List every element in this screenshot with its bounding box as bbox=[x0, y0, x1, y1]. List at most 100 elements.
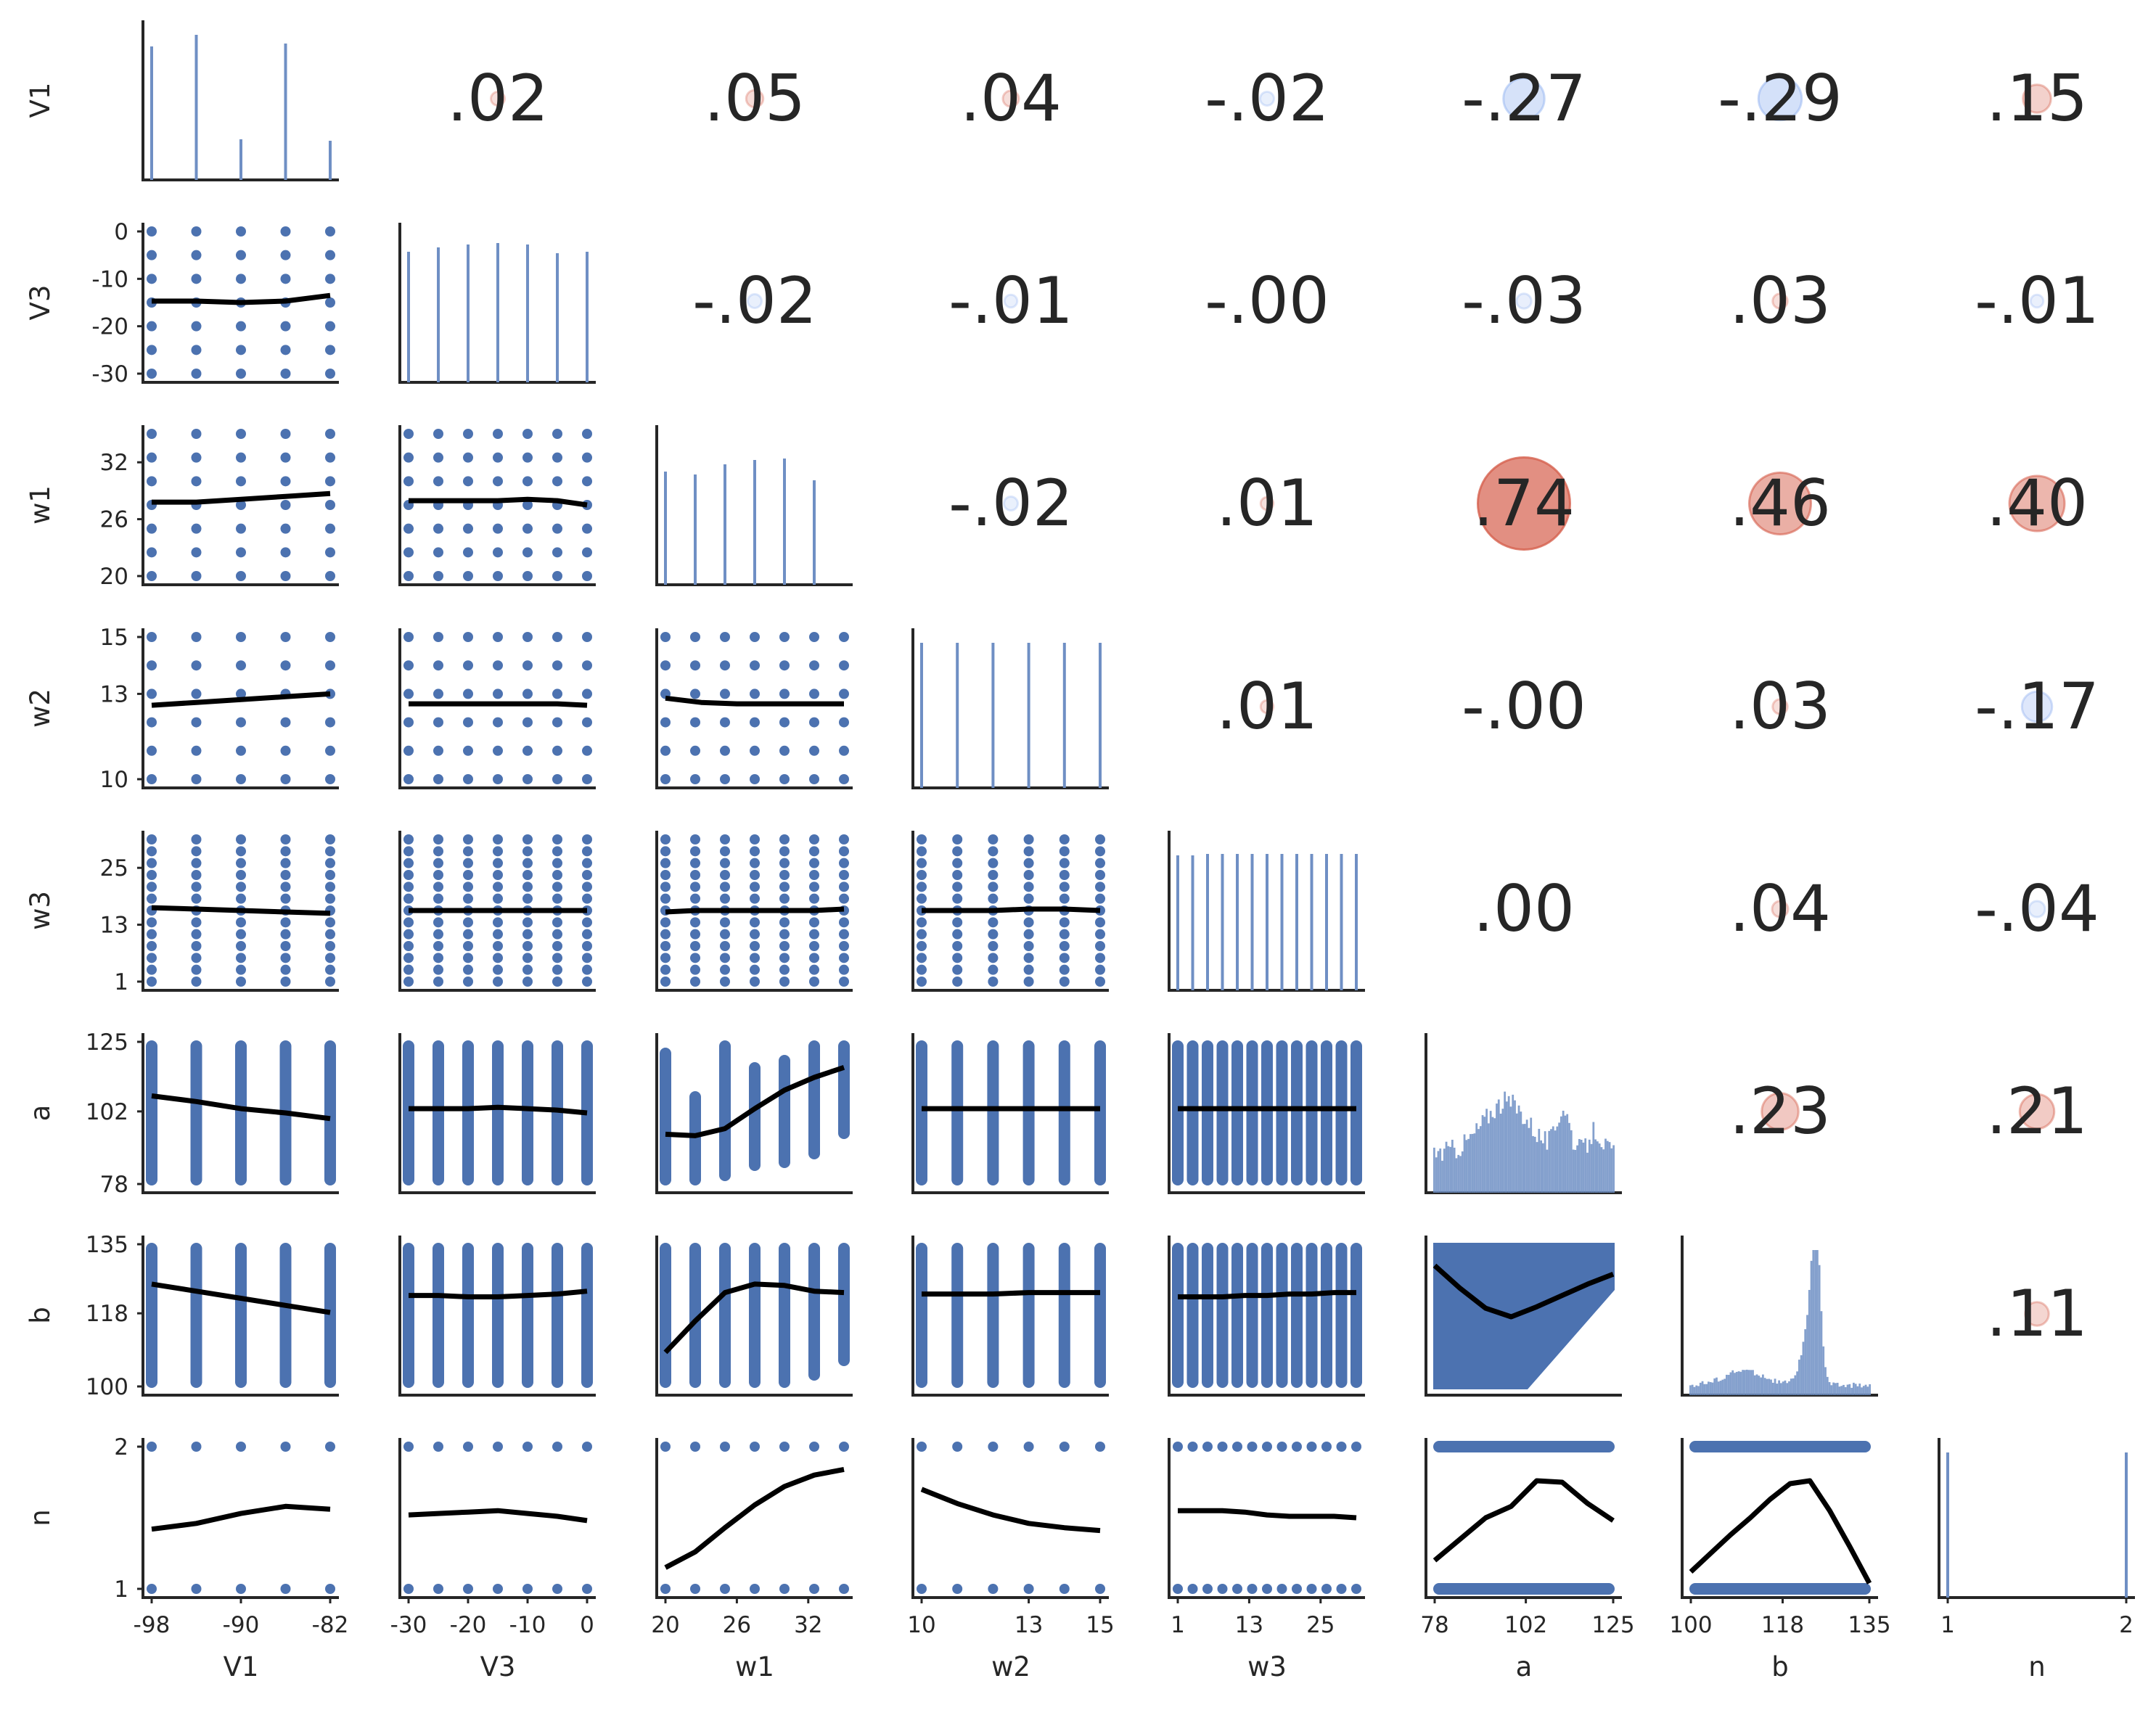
point-w3-w2 bbox=[952, 929, 963, 940]
point-w2-V3 bbox=[493, 745, 503, 756]
point-w2-w1 bbox=[720, 632, 730, 642]
point-w3-V1 bbox=[191, 834, 202, 844]
point-w3-w2 bbox=[1023, 964, 1034, 975]
trend-line-b-w2 bbox=[922, 1290, 1100, 1297]
point-w3-V3 bbox=[493, 846, 503, 857]
point-n-w1 bbox=[660, 1584, 671, 1594]
point-w1-V3 bbox=[463, 452, 473, 463]
hist-bar-a bbox=[1566, 1114, 1569, 1193]
point-w3-V1 bbox=[280, 858, 291, 868]
y-tick-label-w3: 25 bbox=[100, 855, 128, 881]
point-w2-V3 bbox=[552, 745, 562, 756]
hist-bar-a bbox=[1602, 1149, 1605, 1193]
y-axis-label-n: n bbox=[25, 1509, 56, 1526]
hist-bar-a bbox=[1606, 1140, 1609, 1193]
y-axis-label-V1: V1 bbox=[25, 83, 56, 118]
point-V3-V1 bbox=[325, 369, 335, 379]
trend-line-b-V3 bbox=[409, 1288, 588, 1299]
point-V3-V1 bbox=[191, 321, 202, 332]
point-n-w2 bbox=[988, 1584, 999, 1594]
corr-bubble-w1-n bbox=[2008, 474, 2066, 533]
point-n-w1 bbox=[839, 1584, 849, 1594]
point-w3-w1 bbox=[750, 977, 760, 987]
point-w1-V3 bbox=[493, 429, 503, 439]
point-w3-w2 bbox=[917, 846, 927, 857]
point-w2-w1 bbox=[779, 717, 790, 728]
point-w3-V1 bbox=[147, 953, 157, 963]
y-tick-label-V3: -20 bbox=[91, 314, 128, 340]
point-w3-w1 bbox=[779, 977, 790, 987]
point-w3-V3 bbox=[582, 953, 592, 963]
point-w3-w1 bbox=[660, 953, 671, 963]
point-w1-V1 bbox=[325, 571, 335, 581]
hist-bar-b bbox=[1727, 1375, 1730, 1395]
point-V3-V1 bbox=[236, 321, 246, 332]
point-V3-V1 bbox=[325, 345, 335, 355]
hist-bar-a bbox=[1489, 1111, 1492, 1193]
scatter-b-w3 bbox=[1172, 1243, 1362, 1388]
hist-bar-a bbox=[1530, 1117, 1533, 1193]
hist-bar-a bbox=[1481, 1115, 1484, 1193]
point-band-b-w1 bbox=[779, 1243, 790, 1388]
point-w3-w1 bbox=[690, 917, 700, 928]
x-tick-label-w3: 25 bbox=[1306, 1612, 1335, 1638]
point-n-w3 bbox=[1351, 1442, 1361, 1452]
scatter-w3-V3 bbox=[403, 834, 592, 987]
point-w3-V3 bbox=[552, 870, 562, 880]
hist-bar-b bbox=[1774, 1378, 1776, 1395]
point-w3-V3 bbox=[433, 846, 443, 857]
x-tick-label-V3: -10 bbox=[509, 1612, 546, 1638]
axes-n-w3 bbox=[1168, 1438, 1365, 1599]
x-axis-label-b: b bbox=[1771, 1651, 1789, 1682]
point-w3-V3 bbox=[463, 858, 473, 868]
point-w3-V3 bbox=[403, 881, 414, 892]
point-w3-V3 bbox=[493, 964, 503, 975]
hist-bar-b bbox=[1862, 1386, 1865, 1395]
point-V3-V1 bbox=[147, 274, 157, 284]
point-w3-w1 bbox=[720, 964, 730, 975]
point-w2-V3 bbox=[403, 717, 414, 728]
hist-bar-b bbox=[1716, 1377, 1718, 1395]
hist-bar-a bbox=[1475, 1123, 1478, 1193]
point-w1-V3 bbox=[463, 476, 473, 487]
point-w3-w1 bbox=[809, 964, 819, 975]
point-band-b-w1 bbox=[660, 1243, 671, 1388]
trend-line-w2-V3 bbox=[409, 701, 588, 708]
hist-bar-V1 bbox=[284, 44, 287, 180]
point-w3-V1 bbox=[325, 846, 335, 857]
point-w2-V3 bbox=[522, 717, 533, 728]
hist-bar-a bbox=[1433, 1147, 1435, 1193]
axes-V3-V3 bbox=[398, 223, 596, 384]
hist-bar-a bbox=[1540, 1140, 1542, 1193]
point-V3-V1 bbox=[325, 226, 335, 237]
point-w3-w1 bbox=[720, 846, 730, 857]
point-w1-V3 bbox=[433, 476, 443, 487]
hist-bar-b bbox=[1780, 1383, 1782, 1395]
point-w1-V1 bbox=[325, 429, 335, 439]
point-band-b-V1 bbox=[146, 1243, 157, 1388]
point-band-b-w1 bbox=[719, 1243, 731, 1388]
corr-bubble-V1-n bbox=[2022, 83, 2052, 114]
point-w3-w1 bbox=[809, 870, 819, 880]
point-band-a-w3 bbox=[1306, 1040, 1318, 1185]
point-n-w3 bbox=[1232, 1584, 1242, 1594]
corr-label-V1-V3: .02 bbox=[447, 61, 549, 136]
point-w2-V1 bbox=[280, 774, 291, 784]
point-w3-V3 bbox=[493, 834, 503, 844]
hist-bar-b bbox=[1768, 1378, 1771, 1395]
scatter-b-V1 bbox=[146, 1243, 336, 1388]
scatter-w2-V3 bbox=[403, 632, 592, 784]
point-w3-V3 bbox=[403, 858, 414, 868]
point-w3-w2 bbox=[1023, 881, 1034, 892]
point-V3-V1 bbox=[236, 226, 246, 237]
point-w3-w2 bbox=[1095, 881, 1105, 892]
hist-bar-b bbox=[1739, 1371, 1742, 1395]
point-w2-V1 bbox=[325, 717, 335, 728]
point-n-w2 bbox=[917, 1442, 927, 1452]
point-w2-w1 bbox=[720, 689, 730, 699]
hist-bar-b bbox=[1832, 1382, 1835, 1395]
point-V3-V1 bbox=[280, 226, 291, 237]
hist-bar-b bbox=[1705, 1384, 1708, 1395]
point-w3-w2 bbox=[1023, 834, 1034, 844]
hist-bar-a bbox=[1590, 1143, 1593, 1193]
